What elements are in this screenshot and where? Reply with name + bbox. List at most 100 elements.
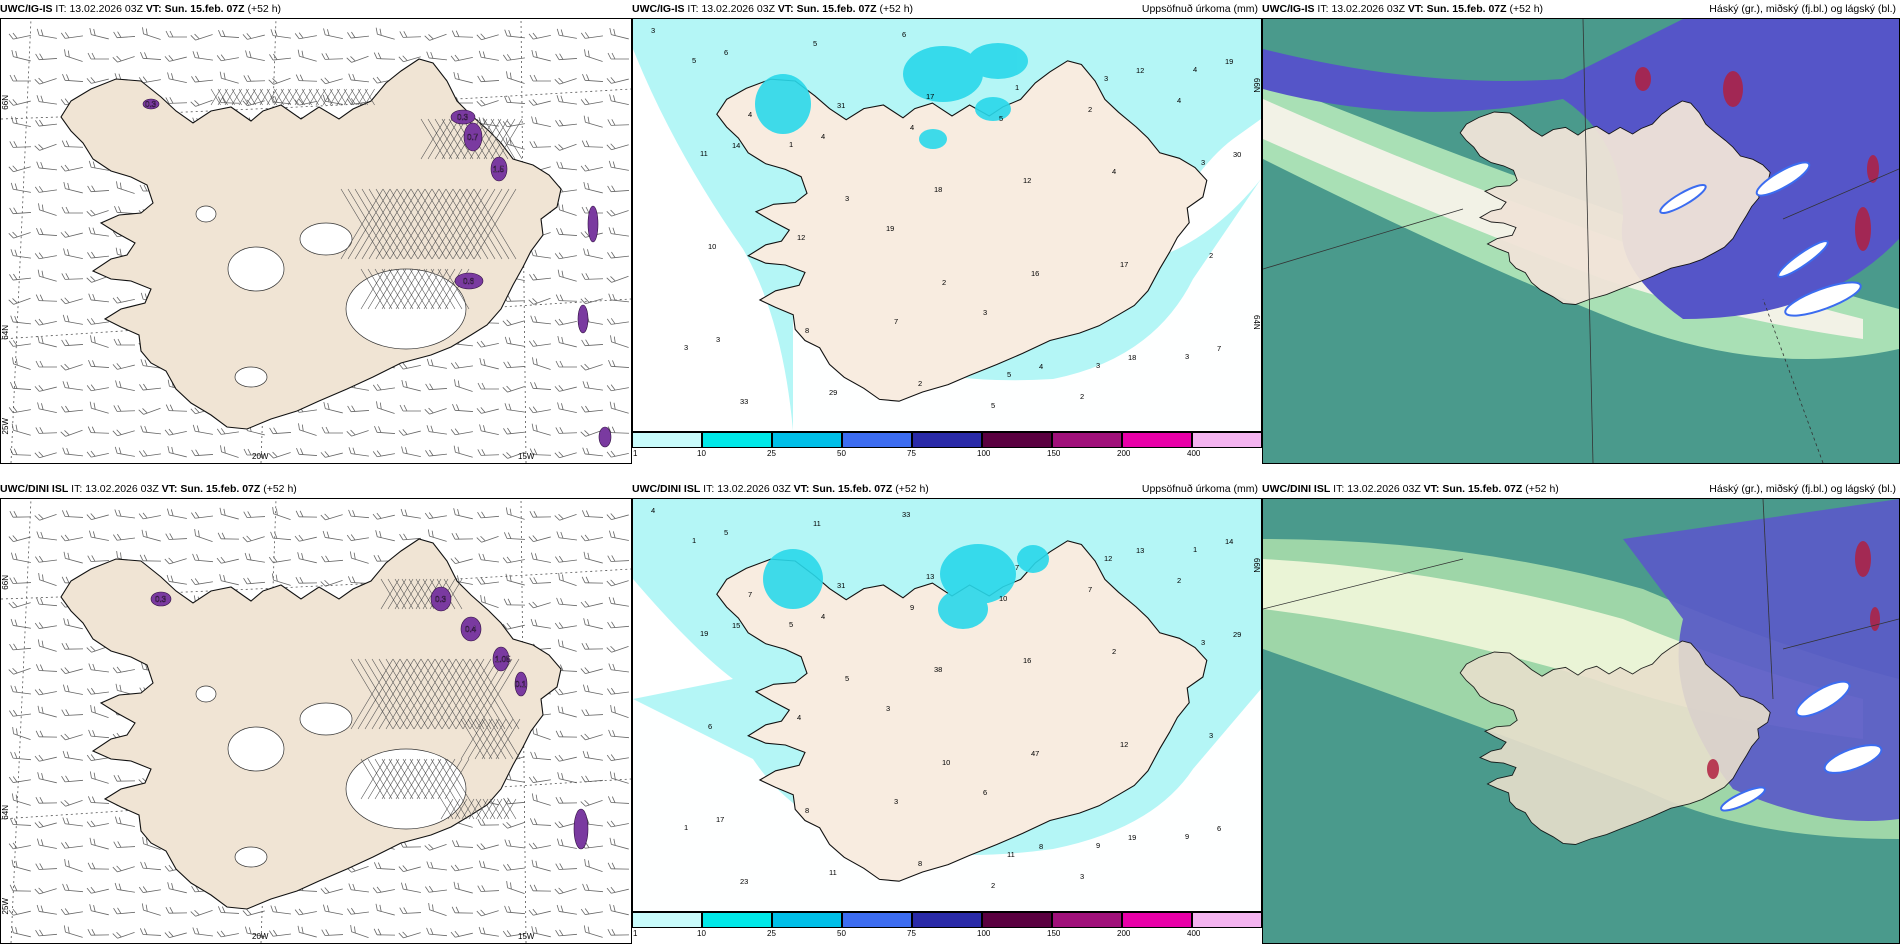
wind-barb [11,926,31,938]
wind-barb [60,32,83,39]
colorbar-swatch [842,912,912,928]
wind-barb [424,843,447,851]
wind-barb [9,709,31,717]
hatch-area [360,758,470,800]
wind-barb [451,30,474,38]
wind-barb [87,796,110,804]
colorbar-tick-label: 50 [837,449,846,458]
precip-value: 5 [813,39,817,48]
wind-barb [61,273,84,280]
colorbar-tick-label: 75 [907,929,916,938]
precip-value: 5 [724,528,728,537]
wind-barb [505,507,525,520]
wind-barb [142,837,161,850]
wind-barb [528,842,551,850]
wind-barb [529,510,552,518]
precip-value: 6 [983,788,987,797]
dry-area-south [633,689,1261,911]
precip-patch-label: 0.3 [155,595,167,604]
map-cloud[interactable] [1262,18,1900,464]
hatch-areas [210,88,523,310]
wind-barb [87,928,110,936]
wind-barb [10,315,31,325]
wind-barb [557,705,577,718]
precip-value: 47 [1031,749,1039,758]
map-wind[interactable]: 0.3 0.7 1.5 0.6 0.3 [0,18,632,464]
precip-value: 10 [708,242,716,251]
wind-barb [528,601,551,609]
wind-barb [476,340,499,348]
wind-barb [294,534,317,542]
wind-barb [35,863,58,870]
map-precip[interactable]: 4 7 5 10 8 13 29 23 31 38 47 19 14 15 11 13 16 12 6 5 4 8 7 2 3 1… [632,498,1262,912]
wind-barb [607,426,630,434]
graticule-line [1,778,631,820]
wind-barb [35,119,57,127]
wind-barb [34,252,57,260]
precip-value: 9 [1096,841,1100,850]
wind-barb [35,294,58,302]
wind-barb [557,402,577,414]
cloud-title: Háský (gr.), miðský (fj.bl.) og lágský (… [1709,3,1896,15]
wind-barb [582,73,604,82]
wind-barb [298,423,317,436]
wind-barb [530,618,551,629]
wind-barb [581,339,604,347]
precip-patch-label: 0.4 [465,625,477,634]
wind-barb [60,297,83,305]
precip-value: 3 [1104,74,1108,83]
wind-barb [556,838,577,849]
wind-barb [36,838,57,849]
panel-title: UWC/DINI ISL IT: 13.02.2026 03Z VT: Sun.… [1262,480,1900,498]
wind-barb [268,556,291,563]
precip-patch-label: 1.5 [493,165,505,174]
wind-barb [34,186,57,193]
wind-barb [35,929,58,937]
precip-value: 18 [934,185,942,194]
wind-barb [581,273,604,280]
wind-barb [531,859,551,872]
wind-barb [34,622,57,629]
map-cloud[interactable] [1262,498,1900,944]
wind-barb [531,926,551,938]
panel-title: UWC/DINI ISL IT: 13.02.2026 03Z VT: Sun.… [632,480,1262,498]
mid-cloud-band [1623,499,1899,821]
wind-barb [216,930,239,938]
map-precip[interactable]: 3 4 3 2 4 12 30 33 31 18 16 18 19 14 29 17 12 17 7 6 4 2 1 4 2 3 5… [632,18,1262,432]
map-wind[interactable]: 0.3 0.4 1.05 0.1 0.3 [0,498,632,944]
wind-barb [502,385,525,393]
precip-blobs [763,544,1049,629]
wind-barb [114,816,135,827]
wind-barb [63,618,83,630]
wind-barb [139,928,162,936]
wind-barb [89,837,109,850]
wind-barb [140,359,161,369]
tick-lon-15: 15W [518,452,535,461]
wind-barb [452,403,474,412]
colorbar-swatch [842,432,912,448]
wind-barb [555,929,578,937]
wind-barb [554,688,577,696]
wind-barb [8,908,31,916]
wind-barb [192,553,214,563]
wind-barb [557,639,577,652]
wind-barb [530,315,551,325]
high-cloud [1635,67,1651,91]
wind-barb [8,297,31,305]
wind-barb [608,227,629,237]
wind-barb [8,842,31,850]
wind-barb [138,886,161,893]
wind-barb [38,573,57,586]
wind-barb [86,209,109,217]
cloud-streaks [1720,680,1883,812]
wind-barb [478,50,499,61]
wind-barb [556,227,578,236]
wind-barb [320,77,343,85]
wind-barb [609,27,629,40]
wind-barb [607,52,629,60]
precip-value: 11 [700,149,708,158]
panel-cloud-bottom: UWC/DINI ISL IT: 13.02.2026 03Z VT: Sun.… [1262,480,1900,944]
wind-barb [297,925,317,938]
precip-value: 10 [999,594,1007,603]
glacier [299,222,353,256]
